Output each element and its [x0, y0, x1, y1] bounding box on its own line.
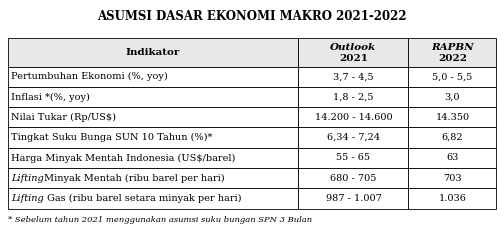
- Text: ASUMSI DASAR EKONOMI MAKRO 2021-2022: ASUMSI DASAR EKONOMI MAKRO 2021-2022: [97, 10, 407, 23]
- Bar: [298, 127, 408, 148]
- Text: Inflasi *(%, yoy): Inflasi *(%, yoy): [11, 92, 90, 102]
- Bar: [408, 66, 496, 87]
- Bar: [298, 107, 408, 127]
- Text: 6,82: 6,82: [442, 133, 463, 142]
- Text: Pertumbuhan Ekonomi (%, yoy): Pertumbuhan Ekonomi (%, yoy): [11, 72, 168, 81]
- Text: 1,8 - 2,5: 1,8 - 2,5: [333, 92, 373, 102]
- Text: Indikator: Indikator: [126, 48, 180, 57]
- Bar: [408, 148, 496, 168]
- Text: * Sebelum tahun 2021 menggunakan asumsi suku bungan SPN 3 Bulan: * Sebelum tahun 2021 menggunakan asumsi …: [8, 216, 311, 224]
- Bar: [298, 66, 408, 87]
- Text: 14.350: 14.350: [435, 113, 470, 122]
- Text: 5,0 - 5,5: 5,0 - 5,5: [432, 72, 473, 81]
- Bar: [298, 188, 408, 209]
- Text: Nilai Tukar (Rp/US$): Nilai Tukar (Rp/US$): [11, 113, 116, 122]
- Text: 2021: 2021: [339, 54, 368, 63]
- Text: 680 - 705: 680 - 705: [330, 174, 376, 183]
- Bar: [298, 168, 408, 188]
- Text: Tingkat Suku Bunga SUN 10 Tahun (%)*: Tingkat Suku Bunga SUN 10 Tahun (%)*: [11, 133, 213, 142]
- Text: 2022: 2022: [438, 54, 467, 63]
- Bar: [298, 87, 408, 107]
- Text: Lifting: Lifting: [11, 194, 44, 203]
- Bar: [8, 148, 298, 168]
- Text: 703: 703: [443, 174, 462, 183]
- Text: 987 - 1.007: 987 - 1.007: [326, 194, 382, 203]
- Bar: [8, 107, 298, 127]
- Text: 3,0: 3,0: [445, 92, 460, 102]
- Bar: [298, 38, 408, 66]
- Text: 6,34 - 7,24: 6,34 - 7,24: [327, 133, 380, 142]
- Text: 14.200 - 14.600: 14.200 - 14.600: [314, 113, 392, 122]
- Bar: [408, 87, 496, 107]
- Bar: [408, 127, 496, 148]
- Bar: [408, 188, 496, 209]
- Bar: [8, 127, 298, 148]
- Bar: [408, 168, 496, 188]
- Bar: [8, 38, 298, 66]
- Bar: [8, 87, 298, 107]
- Bar: [408, 38, 496, 66]
- Text: Minyak Mentah (ribu barel per hari): Minyak Mentah (ribu barel per hari): [44, 174, 224, 183]
- Bar: [8, 188, 298, 209]
- Bar: [298, 148, 408, 168]
- Text: Outlook: Outlook: [330, 43, 376, 53]
- Bar: [408, 107, 496, 127]
- Text: Gas (ribu barel setara minyak per hari): Gas (ribu barel setara minyak per hari): [44, 194, 241, 203]
- Text: 55 - 65: 55 - 65: [337, 154, 370, 162]
- Text: 1.036: 1.036: [438, 194, 466, 203]
- Bar: [8, 168, 298, 188]
- Text: 63: 63: [446, 154, 459, 162]
- Text: RAPBN: RAPBN: [431, 43, 474, 53]
- Text: 3,7 - 4,5: 3,7 - 4,5: [333, 72, 374, 81]
- Bar: [8, 66, 298, 87]
- Text: Lifting: Lifting: [11, 174, 44, 183]
- Text: Harga Minyak Mentah Indonesia (US$/barel): Harga Minyak Mentah Indonesia (US$/barel…: [11, 153, 235, 162]
